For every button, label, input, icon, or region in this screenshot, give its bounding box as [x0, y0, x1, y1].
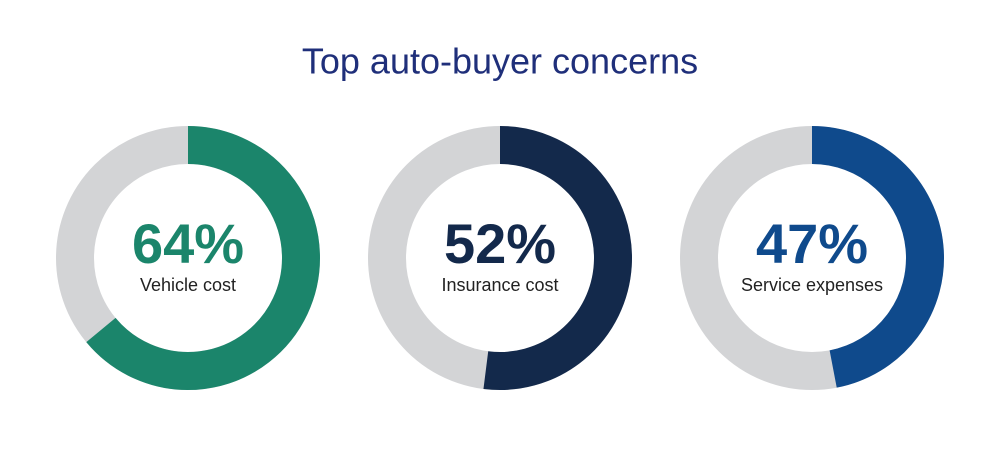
page-title: Top auto-buyer concerns [302, 41, 698, 82]
category-label: Insurance cost [441, 275, 558, 295]
value-label: 52% [444, 212, 556, 275]
donut-segment [811, 126, 944, 388]
category-label: Service expenses [741, 275, 883, 295]
category-label: Vehicle cost [140, 275, 236, 295]
value-label: 47% [756, 212, 868, 275]
donut-segment [86, 126, 320, 390]
donut-segment [483, 126, 632, 390]
value-label: 64% [132, 212, 244, 275]
